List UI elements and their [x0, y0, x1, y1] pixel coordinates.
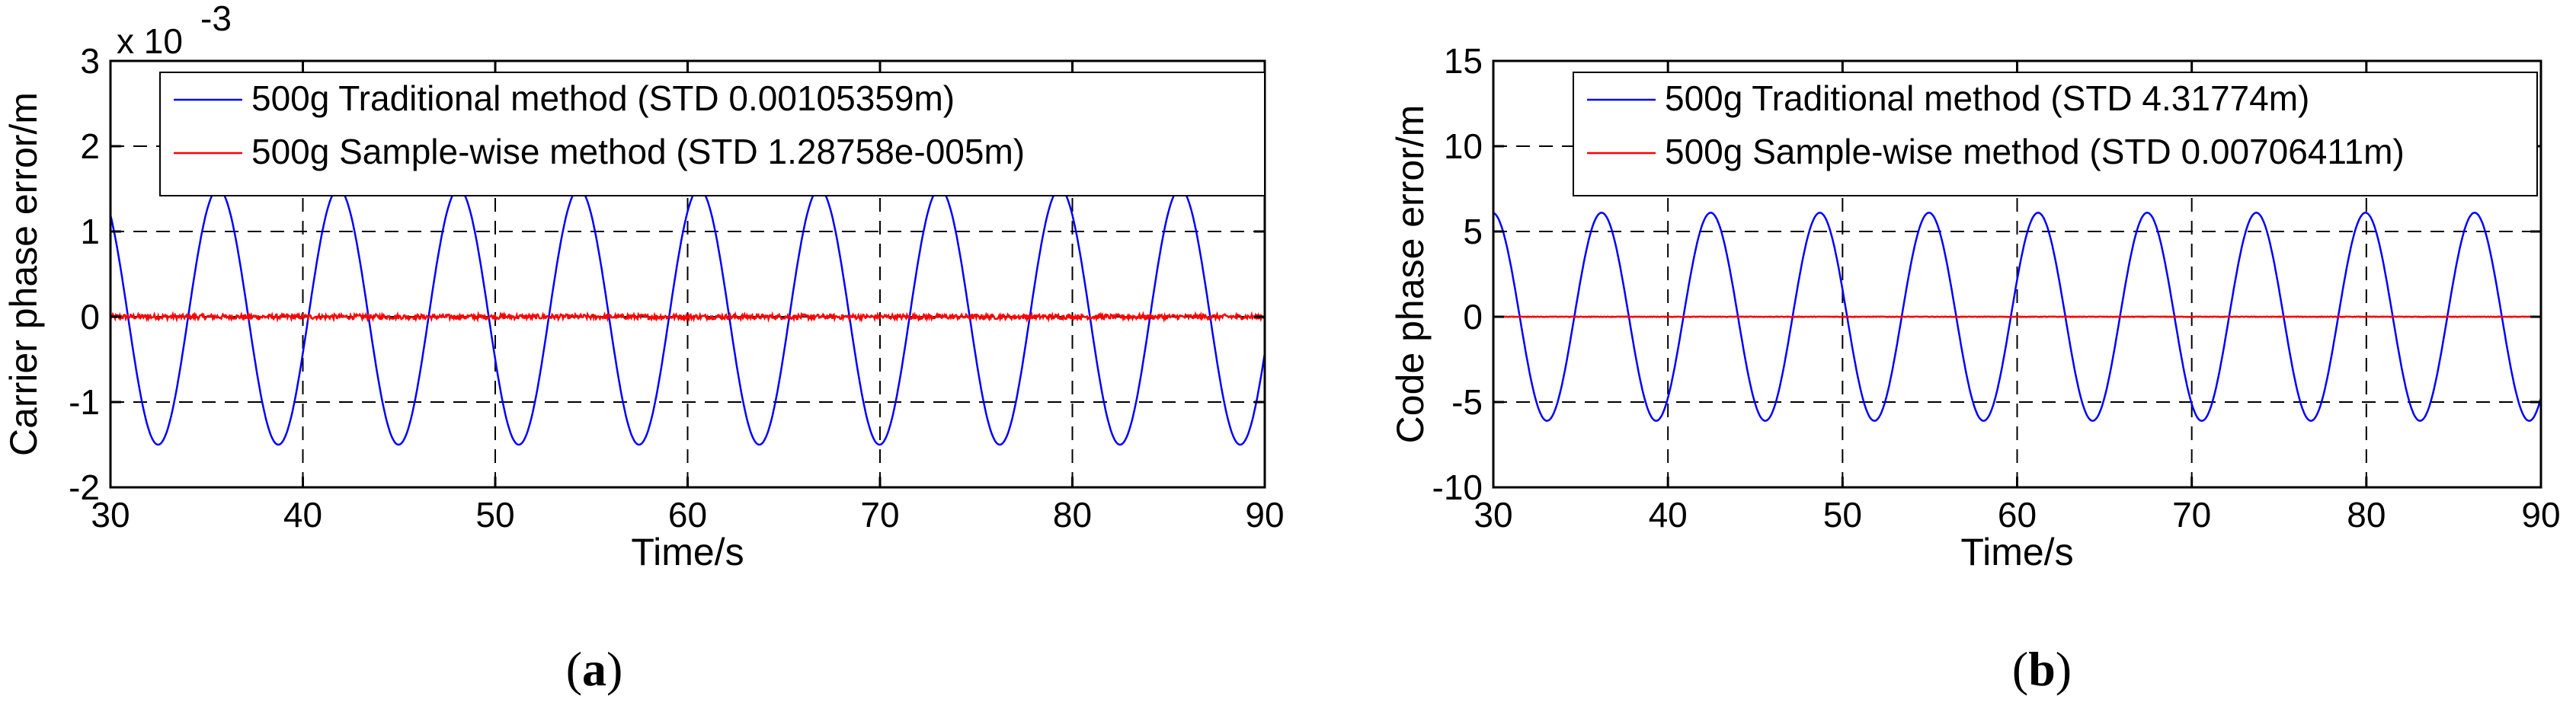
x-tick-label: 70 — [860, 495, 899, 535]
y-tick-label: -5 — [1451, 382, 1483, 422]
y-multiplier: x 10 — [117, 21, 183, 61]
chart-panel-a: 30 40 50 60 70 80 90 -2 -1 0 1 2 3 x 10 -3 Time/s Carrie… — [2, 0, 1285, 696]
x-tick-label: 50 — [1823, 495, 1862, 535]
legend-entry: 500g Sample-wise method (STD 0.00706411m… — [1665, 132, 2405, 171]
legend-box — [159, 72, 1266, 196]
series-sample-wise-line — [109, 311, 1266, 324]
y-tick-label: 1 — [80, 212, 100, 251]
series-sample-wise-line — [1493, 315, 2542, 318]
panel-caption: (a) — [566, 642, 623, 696]
legend-box — [1573, 72, 2538, 196]
y-tick-label: 0 — [1463, 297, 1483, 337]
y-axis-label: Carrier phase error/m — [2, 92, 45, 456]
y-tick-label: -10 — [1432, 468, 1483, 507]
legend-entry: 500g Sample-wise method (STD 1.28758e-00… — [251, 132, 1025, 171]
y-tick-label: 10 — [1444, 126, 1483, 166]
y-tick-label: 2 — [80, 126, 100, 166]
x-tick-label: 40 — [283, 495, 322, 535]
x-tick-label: 50 — [475, 495, 514, 535]
legend: 500g Traditional method (STD 0.00105359m… — [159, 72, 1266, 196]
legend-entry: 500g Traditional method (STD 4.31774m) — [1665, 78, 2309, 118]
y-tick-label: 15 — [1444, 41, 1483, 81]
x-tick-label: 80 — [2347, 495, 2386, 535]
x-axis-label: Time/s — [1960, 531, 2073, 573]
x-tick-label: 90 — [1245, 495, 1284, 535]
legend: 500g Traditional method (STD 4.31774m) 50… — [1573, 72, 2538, 196]
x-tick-label: 40 — [1649, 495, 1688, 535]
series-traditional-line — [1493, 212, 2542, 422]
y-axis-label: Code phase error/m — [1389, 105, 1432, 444]
series-traditional-line — [109, 187, 1266, 446]
x-tick-label: 80 — [1053, 495, 1092, 535]
x-axis-label: Time/s — [631, 531, 744, 573]
x-tick-label: 30 — [1474, 495, 1512, 535]
chart-panel-b: 30 40 50 60 70 80 90 -10 -5 0 5 10 15 Time/s Code phas… — [1389, 41, 2561, 696]
x-tick-label: 70 — [2172, 495, 2211, 535]
y-tick-label: -2 — [69, 468, 100, 507]
y-tick-label: 0 — [80, 297, 100, 337]
x-tick-label: 60 — [1998, 495, 2037, 535]
y-multiplier-exponent: -3 — [200, 0, 232, 38]
panel-caption: (b) — [2012, 642, 2072, 696]
x-tick-label: 90 — [2521, 495, 2560, 535]
y-tick-label: 3 — [80, 41, 100, 81]
x-tick-label: 30 — [91, 495, 130, 535]
y-tick-label: -1 — [69, 382, 100, 422]
legend-entry: 500g Traditional method (STD 0.00105359m… — [251, 78, 955, 118]
y-tick-label: 5 — [1463, 212, 1483, 251]
x-tick-label: 60 — [668, 495, 707, 535]
